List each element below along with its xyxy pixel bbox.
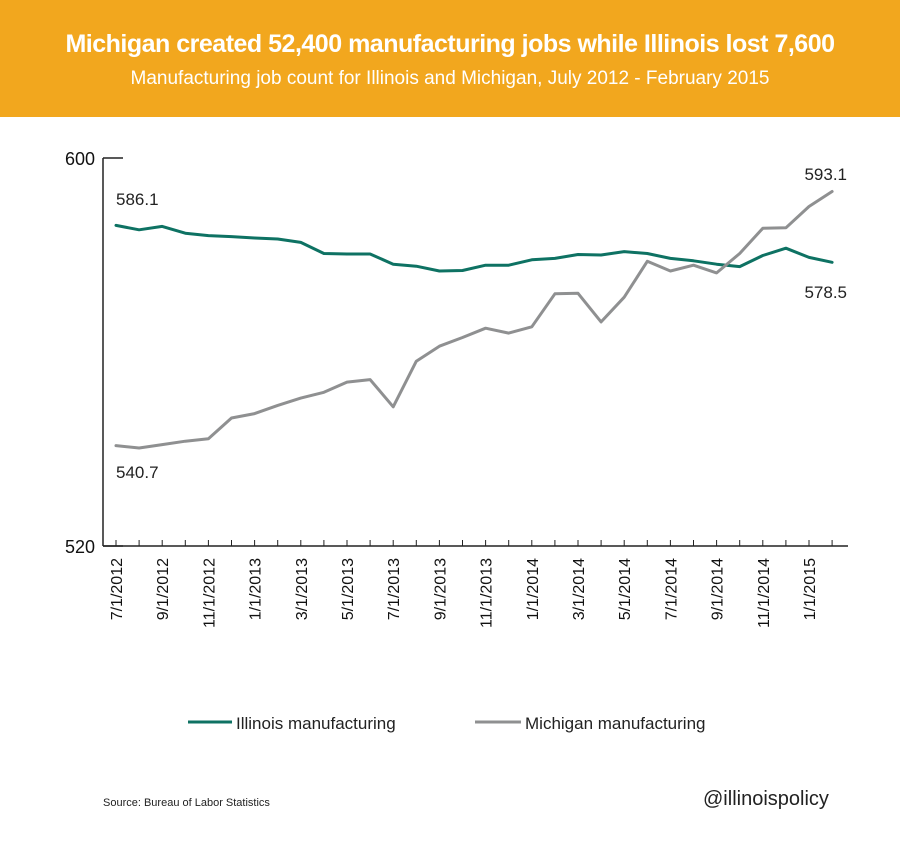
x-tick-label: 3/1/2013	[294, 558, 311, 620]
x-tick-label: 9/1/2013	[432, 558, 449, 620]
chart-subtitle: Manufacturing job count for Illinois and…	[130, 68, 770, 89]
data-label: 578.5	[804, 283, 847, 302]
x-tick-label: 1/1/2015	[802, 558, 819, 620]
legend-label: Michigan manufacturing	[525, 714, 705, 733]
x-tick-label: 7/1/2012	[109, 558, 126, 620]
x-tick-label: 9/1/2014	[710, 558, 727, 620]
x-tick-label: 5/1/2013	[340, 558, 357, 620]
x-tick-label: 7/1/2014	[663, 558, 680, 620]
x-tick-label: 5/1/2014	[617, 558, 634, 620]
x-tick-label: 11/1/2014	[756, 558, 773, 628]
source-note: Source: Bureau of Labor Statistics	[103, 797, 270, 809]
y-tick-label: 520	[65, 537, 95, 557]
title-banner: Michigan created 52,400 manufacturing jo…	[0, 0, 900, 117]
y-tick-label: 600	[65, 149, 95, 169]
data-label: 540.7	[116, 463, 159, 482]
michigan-manufacturing-line	[114, 190, 834, 450]
x-tick-label: 1/1/2014	[525, 558, 542, 620]
chart-title: Michigan created 52,400 manufacturing jo…	[65, 30, 835, 58]
x-tick-label: 7/1/2013	[386, 558, 403, 620]
x-tick-label: 11/1/2012	[201, 558, 218, 628]
x-tick-label: 11/1/2013	[479, 558, 496, 628]
social-handle: @illinoispolicy	[703, 788, 829, 810]
illinois-manufacturing-line	[114, 223, 834, 273]
x-tick-label: 1/1/2013	[248, 558, 265, 620]
x-tick-label: 9/1/2012	[155, 558, 172, 620]
x-tick-label: 3/1/2014	[571, 558, 588, 620]
legend-label: Illinois manufacturing	[236, 714, 396, 733]
data-label: 593.1	[804, 165, 847, 184]
data-label: 586.1	[116, 190, 159, 209]
